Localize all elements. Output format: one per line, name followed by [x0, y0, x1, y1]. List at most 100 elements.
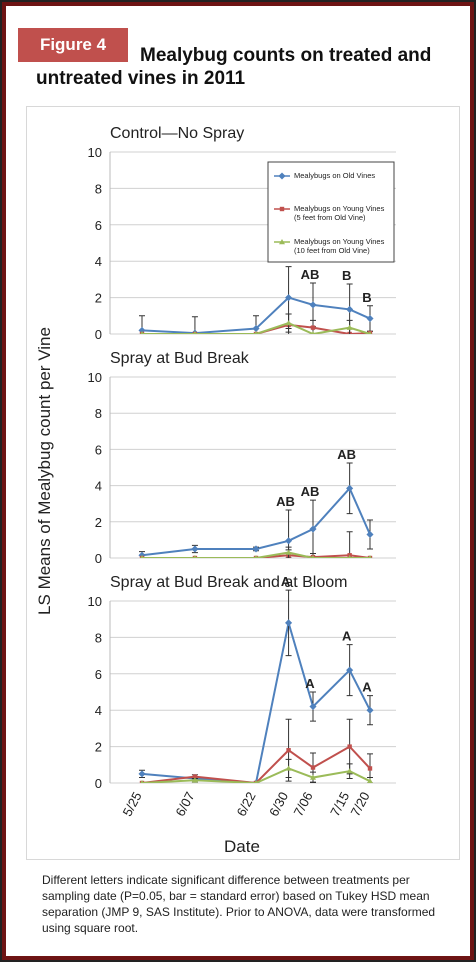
- marker: [279, 239, 285, 245]
- marker: [285, 320, 292, 326]
- y-tick-label: 10: [88, 145, 102, 160]
- significance-letter: AB: [337, 447, 356, 462]
- significance-letter: A: [342, 629, 352, 644]
- significance-letter: AB: [301, 484, 320, 499]
- x-tick-label: 7/06: [291, 789, 316, 818]
- marker: [367, 766, 373, 771]
- marker: [192, 774, 198, 779]
- significance-letter: A: [362, 680, 372, 695]
- marker: [311, 331, 315, 334]
- y-tick-label: 2: [95, 291, 102, 306]
- y-tick-label: 0: [95, 551, 102, 566]
- plot-area: [138, 266, 374, 334]
- marker: [310, 325, 316, 330]
- marker: [310, 774, 316, 780]
- x-axis-label: Date: [224, 837, 260, 856]
- figure-title: Mealybug counts on treated and untreated…: [36, 45, 432, 89]
- marker: [193, 555, 197, 558]
- chart-title: Control—No Spray: [110, 125, 244, 142]
- significance-letter: B: [342, 268, 351, 283]
- marker: [254, 555, 258, 558]
- chart-frame: [26, 106, 460, 860]
- marker: [138, 770, 146, 778]
- marker: [346, 305, 354, 313]
- significance-letter: AB: [276, 494, 295, 509]
- series-line: [141, 622, 371, 783]
- marker: [286, 748, 291, 753]
- marker: [285, 549, 292, 555]
- x-tick-label: 6/30: [266, 789, 291, 818]
- marker: [191, 545, 199, 553]
- y-tick-label: 10: [88, 370, 102, 385]
- x-tick-label: 6/22: [234, 789, 259, 818]
- chart: LS Means of Mealybug count per Vine Date…: [35, 125, 396, 856]
- plot-area: [138, 462, 374, 558]
- legend-label: Mealybugs on Old Vines: [294, 171, 376, 180]
- marker: [285, 537, 293, 545]
- marker: [347, 744, 352, 749]
- x-tick-label: 7/15: [327, 789, 352, 818]
- y-tick-label: 2: [95, 740, 102, 755]
- legend-box: [267, 161, 395, 263]
- marker: [193, 331, 197, 334]
- y-tick-label: 0: [95, 327, 102, 342]
- x-tick-label: 7/20: [348, 789, 373, 818]
- significance-letter: B: [362, 290, 371, 305]
- y-tick-label: 2: [95, 515, 102, 530]
- marker: [368, 331, 372, 334]
- marker: [346, 768, 353, 774]
- marker: [309, 703, 317, 711]
- chart-title: Spray at Bud Break and at Bloom: [110, 574, 347, 591]
- plot-area: [138, 589, 374, 783]
- marker: [366, 314, 374, 323]
- caption: Different letters indicate significant d…: [42, 873, 436, 935]
- marker: [279, 206, 285, 212]
- marker: [285, 619, 293, 627]
- y-tick-label: 4: [95, 479, 102, 494]
- y-tick-label: 8: [95, 630, 102, 645]
- marker: [254, 780, 258, 783]
- marker: [254, 331, 258, 334]
- marker: [285, 765, 292, 771]
- y-tick-label: 0: [95, 776, 102, 791]
- y-tick-label: 8: [95, 406, 102, 421]
- y-tick-label: 6: [95, 667, 102, 682]
- figure-label: Figure 4: [18, 28, 128, 62]
- y-tick-label: 6: [95, 218, 102, 233]
- legend-label: Mealybugs on Young Vines (5 feet from Ol…: [294, 204, 385, 222]
- marker: [347, 555, 352, 558]
- marker: [140, 331, 144, 334]
- marker: [346, 484, 354, 492]
- marker: [310, 765, 316, 770]
- x-tick-label: 5/25: [120, 789, 145, 818]
- marker: [140, 780, 144, 783]
- marker: [346, 324, 353, 330]
- legend-label: Mealybugs on Young Vines (10 feet from O…: [294, 237, 385, 255]
- significance-letter: A: [305, 676, 315, 691]
- y-axis-label: LS Means of Mealybug count per Vine: [35, 327, 54, 615]
- marker: [309, 301, 317, 309]
- marker: [252, 325, 260, 333]
- y-tick-label: 6: [95, 442, 102, 457]
- x-tick-label: 6/07: [172, 789, 197, 818]
- y-tick-label: 8: [95, 181, 102, 196]
- y-tick-label: 10: [88, 594, 102, 609]
- marker: [366, 530, 374, 539]
- marker: [346, 666, 354, 674]
- marker: [366, 706, 374, 714]
- marker: [285, 294, 293, 302]
- marker: [252, 545, 260, 553]
- chart-title: Spray at Bud Break: [110, 350, 250, 367]
- marker: [309, 525, 317, 533]
- marker: [368, 555, 372, 558]
- significance-letter: A: [281, 574, 291, 589]
- marker: [367, 778, 373, 783]
- y-tick-label: 4: [95, 703, 102, 718]
- marker: [191, 777, 198, 783]
- marker: [140, 555, 144, 558]
- marker: [311, 555, 315, 558]
- significance-letter: AB: [301, 267, 320, 282]
- marker: [278, 172, 286, 180]
- y-tick-label: 4: [95, 254, 102, 269]
